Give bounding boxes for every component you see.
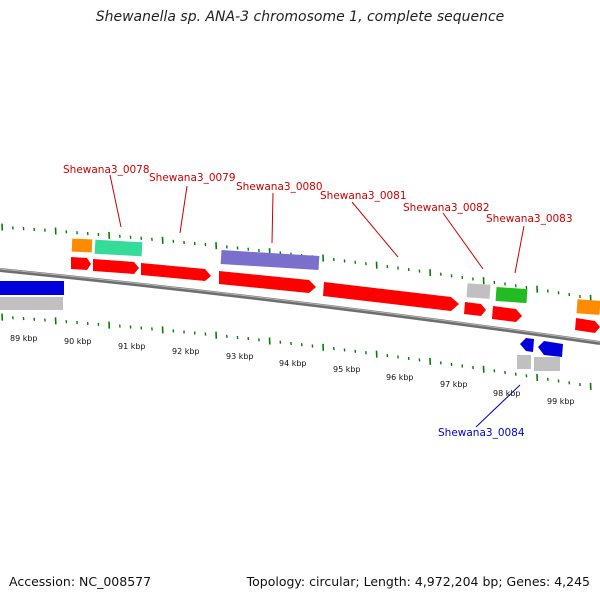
kbp-label: 92 kbp	[172, 347, 200, 356]
gene-label-0083[interactable]: Shewana3_0083	[486, 213, 573, 225]
gene-label-0081[interactable]: Shewana3_0081	[320, 190, 407, 202]
map-title: Shewanella sp. ANA-3 chromosome 1, compl…	[95, 9, 505, 25]
orange-feature-2[interactable]	[576, 299, 600, 315]
lower-tick-row	[1, 313, 592, 390]
kbp-label: 90 kbp	[64, 337, 92, 346]
purple-feature-1[interactable]	[220, 250, 320, 270]
kbp-label: 98 kbp	[493, 389, 521, 398]
cds-arrow[interactable]	[93, 259, 139, 274]
gene-label-0080[interactable]: Shewana3_0080	[236, 181, 323, 193]
cds-row-forward	[71, 257, 600, 333]
blue-reverse-arrow[interactable]	[538, 341, 563, 357]
kbp-label: 93 kbp	[226, 352, 254, 361]
kbp-label: 99 kbp	[547, 397, 575, 406]
cds-arrow[interactable]	[575, 318, 600, 333]
feature-row-upper	[71, 238, 600, 315]
blue-reverse-arrow[interactable]	[520, 338, 534, 352]
kbp-label: 95 kbp	[333, 365, 361, 374]
gene-label-0079[interactable]: Shewana3_0079	[149, 172, 236, 184]
gene-label-0078[interactable]: Shewana3_0078	[63, 164, 150, 176]
cds-arrow[interactable]	[492, 306, 522, 322]
cds-arrow[interactable]	[323, 282, 459, 311]
kbp-label: 89 kbp	[10, 334, 38, 343]
teal-feature-1[interactable]	[94, 239, 143, 257]
gray-feature-lower[interactable]	[534, 357, 560, 371]
chromosome-backbone	[0, 268, 600, 345]
kbp-label: 96 kbp	[386, 373, 414, 382]
topology-summary-text: Topology: circular; Length: 4,972,204 bp…	[246, 574, 590, 589]
label-leaders	[109, 174, 525, 428]
kbp-label: 94 kbp	[279, 359, 307, 368]
orange-feature-1[interactable]	[71, 238, 93, 253]
kbp-label: 97 kbp	[440, 380, 468, 389]
cds-arrow[interactable]	[219, 271, 316, 293]
gray-feature-left[interactable]	[0, 297, 63, 310]
kbp-label: 91 kbp	[118, 342, 146, 351]
blue-feature-left[interactable]	[0, 281, 64, 295]
cds-arrow[interactable]	[141, 263, 211, 281]
gene-label-0084[interactable]: Shewana3_0084	[438, 427, 525, 439]
cds-arrow[interactable]	[464, 302, 486, 316]
green-feature-1[interactable]	[495, 286, 528, 304]
feature-row-lower	[0, 281, 563, 371]
cds-arrow[interactable]	[71, 257, 91, 270]
gene-label-0082[interactable]: Shewana3_0082	[403, 202, 490, 214]
kbp-labels: 89 kbp 90 kbp 91 kbp 92 kbp 93 kbp 94 kb…	[10, 334, 575, 406]
gray-feature-lower[interactable]	[517, 355, 531, 369]
chromosome-backbone-highlight	[0, 268, 600, 343]
accession-text: Accession: NC_008577	[9, 574, 152, 589]
upper-tick-row	[1, 223, 592, 302]
gray-feature-1[interactable]	[466, 283, 491, 299]
